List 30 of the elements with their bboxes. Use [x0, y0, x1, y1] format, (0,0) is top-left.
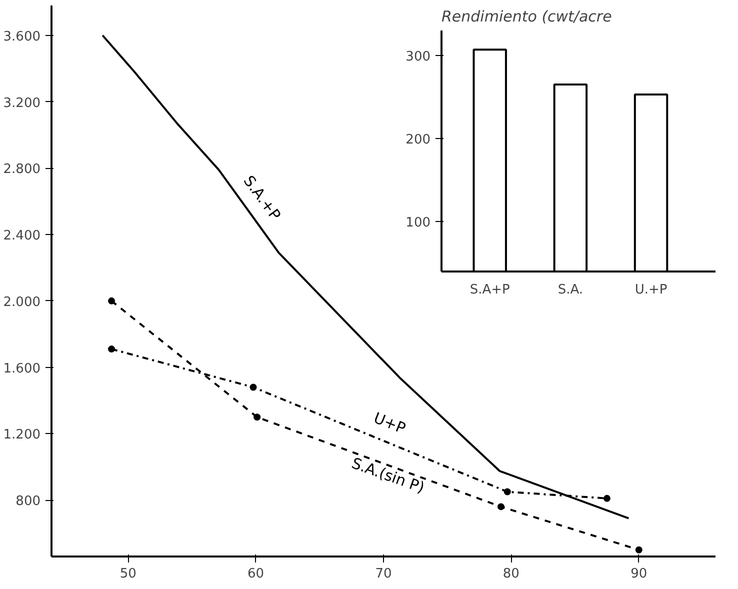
x-tick-label: 50 — [120, 566, 136, 582]
line-series — [102, 34, 630, 520]
y-tick-label: 3.600 — [3, 29, 40, 44]
y-tick-label: 1.200 — [3, 428, 40, 443]
y-tick-label: 2.800 — [3, 162, 40, 178]
point — [497, 503, 504, 510]
point — [504, 488, 511, 496]
x-tick-label: 90 — [630, 566, 648, 582]
y-tick-label: 1.600 — [3, 361, 40, 376]
point — [108, 346, 116, 353]
text: U+P — [371, 408, 408, 438]
y-tick-label: 200 — [406, 132, 431, 148]
point — [254, 414, 261, 421]
chart-title: Rendimiento (cwt/acre — [442, 8, 612, 26]
y-tick-label: 3.200 — [3, 96, 40, 111]
y-tick-label: 2.400 — [3, 228, 40, 244]
point — [603, 494, 610, 502]
x-tick-label: S.A+P — [470, 282, 510, 298]
point — [250, 384, 257, 391]
x-tick-label: 70 — [375, 566, 392, 582]
point — [108, 297, 116, 304]
x-tick-label: S.A. — [558, 282, 584, 298]
y-tick-label: 300 — [406, 49, 431, 64]
x-tick-label: 80 — [502, 566, 520, 582]
y-tick-label: 800 — [16, 494, 41, 510]
x-tick-label: 60 — [248, 566, 264, 582]
y-tick-label: 2.000 — [3, 294, 40, 310]
point — [635, 546, 642, 554]
y-tick-label: 100 — [406, 216, 431, 231]
x-tick-label: U.+P — [634, 282, 668, 298]
